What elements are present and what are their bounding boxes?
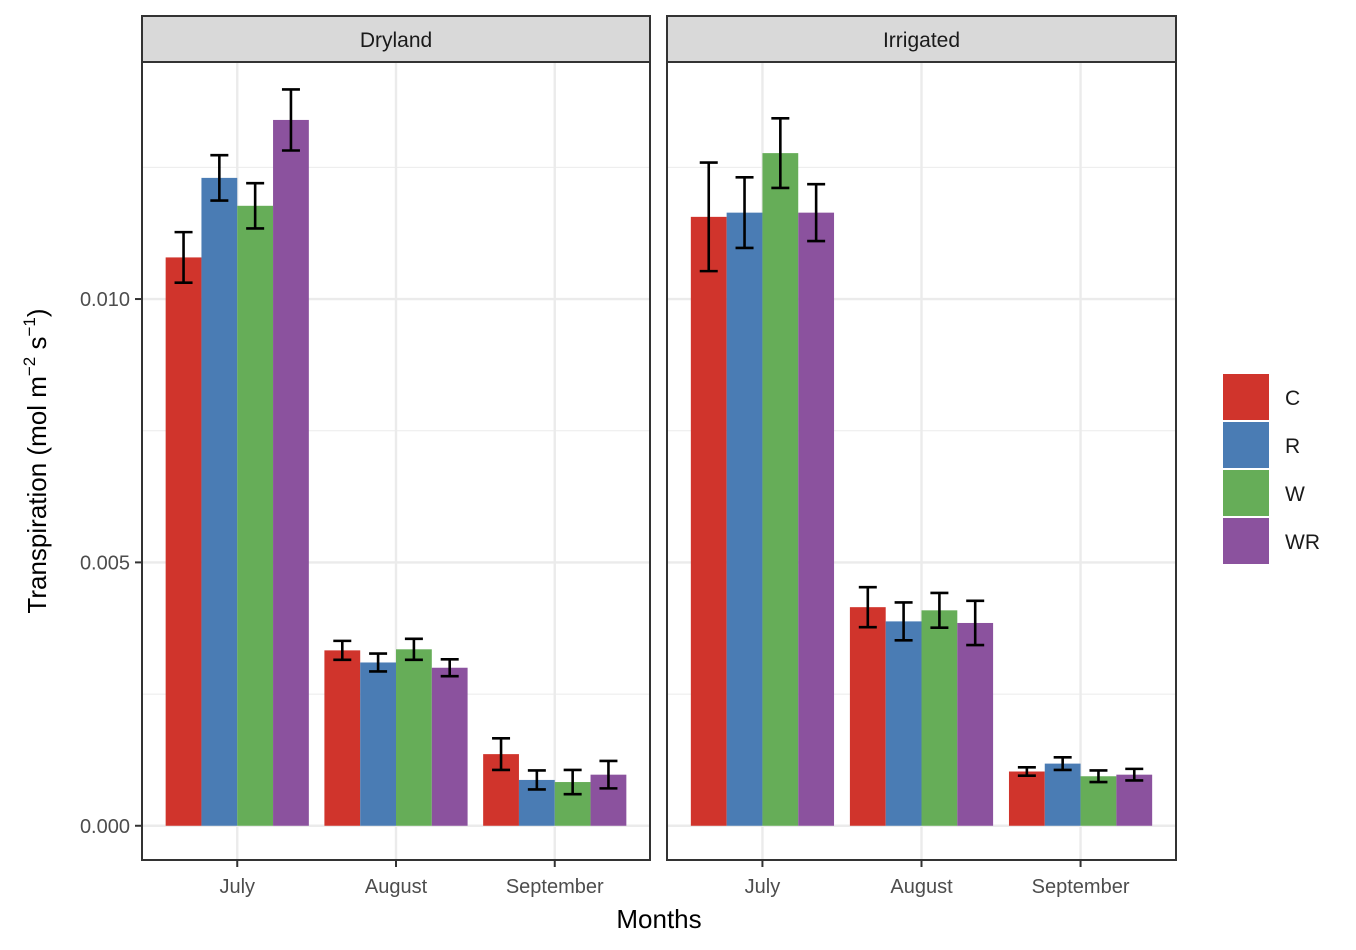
x-tick-label: July (219, 876, 255, 898)
y-axis-title-part: Transpiration (mol m (22, 376, 52, 613)
x-axis-title: Months (616, 904, 701, 934)
errorbar-irrigated-august-c (858, 585, 877, 629)
errorbar-dryland-august-c (333, 639, 352, 662)
errorbar-irrigated-july-r (735, 176, 754, 250)
bar-dryland-august-wr (431, 667, 468, 826)
legend-label-c: C (1285, 387, 1300, 410)
legend-key-r (1223, 422, 1269, 468)
legend-label-wr: WR (1285, 531, 1320, 554)
bar-irrigated-july-c (690, 216, 727, 826)
bar-irrigated-september-w (1080, 776, 1117, 826)
bar-irrigated-august-w (921, 610, 958, 826)
panel-irrigated-strip (666, 15, 1177, 63)
y-axis-title-part: ) (22, 308, 52, 317)
bar-dryland-july-r (201, 177, 238, 826)
errorbar-irrigated-september-r (1053, 755, 1072, 772)
errorbar-dryland-september-r (527, 769, 546, 791)
errorbar-dryland-august-wr (440, 658, 459, 678)
bar-dryland-august-c (324, 650, 361, 826)
bar-dryland-july-c (165, 257, 202, 826)
errorbar-irrigated-august-w (930, 591, 949, 630)
y-tick-label: 0.000 (80, 816, 130, 838)
bar-irrigated-july-wr (798, 212, 835, 826)
y-axis-title-part: −2 (20, 357, 39, 376)
errorbar-dryland-september-w (563, 768, 582, 796)
errorbar-irrigated-september-w (1089, 769, 1108, 784)
errorbar-irrigated-july-w (771, 117, 790, 190)
legend-key-w (1223, 470, 1269, 516)
bar-dryland-august-w (396, 649, 432, 826)
y-tick-label: 0.005 (80, 552, 130, 574)
errorbar-irrigated-july-c (699, 161, 718, 273)
x-tick-label: September (1032, 876, 1130, 898)
x-tick-label: July (745, 876, 781, 898)
errorbar-dryland-july-wr (281, 88, 300, 152)
errorbar-dryland-august-r (369, 652, 388, 673)
x-tick-label: September (506, 876, 604, 898)
errorbar-irrigated-july-wr (807, 182, 826, 243)
legend-label-w: W (1285, 483, 1305, 506)
legend-key-wr (1223, 518, 1269, 564)
errorbar-dryland-july-c (174, 230, 193, 285)
facet-label-irrigated: Irrigated (883, 29, 960, 52)
errorbar-irrigated-august-wr (966, 599, 985, 647)
bar-irrigated-september-wr (1116, 774, 1153, 826)
y-axis-title-part: s (22, 337, 52, 357)
legend-label-r: R (1285, 435, 1300, 458)
bar-irrigated-september-c (1008, 771, 1045, 826)
facet-label-dryland: Dryland (360, 29, 432, 52)
x-tick-label: August (365, 876, 428, 898)
errorbar-irrigated-september-wr (1125, 767, 1144, 782)
errorbar-dryland-september-wr (599, 759, 618, 790)
bar-irrigated-july-w (762, 153, 799, 826)
bar-irrigated-august-r (885, 621, 922, 826)
bar-dryland-august-r (360, 662, 396, 826)
bar-irrigated-august-wr (957, 622, 994, 826)
errorbar-irrigated-august-r (894, 601, 913, 642)
errorbar-dryland-july-w (246, 181, 265, 230)
bar-irrigated-july-r (726, 212, 763, 826)
bar-irrigated-august-c (849, 607, 886, 826)
bar-irrigated-september-r (1044, 763, 1081, 826)
y-axis-title-part: −1 (20, 317, 39, 336)
errorbar-dryland-september-c (492, 737, 511, 772)
legend-key-c (1223, 374, 1269, 420)
y-tick-label: 0.010 (80, 289, 130, 311)
x-tick-label: August (890, 876, 953, 898)
errorbar-dryland-august-w (404, 637, 423, 662)
errorbar-dryland-july-r (210, 153, 229, 202)
bar-dryland-july-wr (273, 119, 309, 826)
bar-dryland-july-w (237, 205, 274, 826)
panel-dryland-strip (141, 15, 651, 63)
errorbar-irrigated-september-c (1017, 765, 1036, 778)
y-axis-title: Transpiration (mol m−2 s−1) (20, 308, 52, 613)
